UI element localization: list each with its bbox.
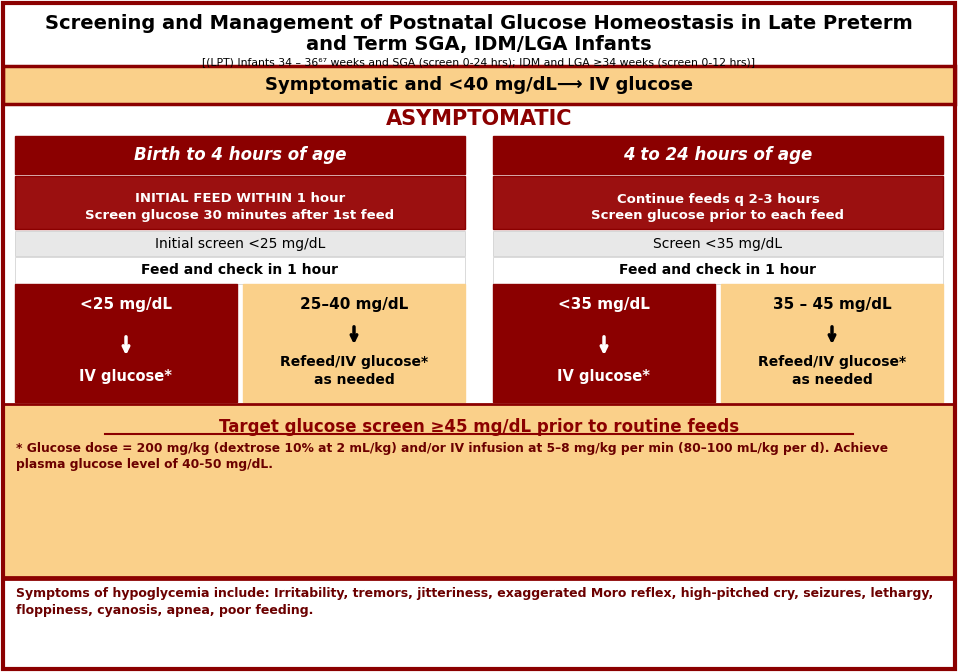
Text: Feed and check in 1 hour: Feed and check in 1 hour (620, 263, 816, 277)
Text: IV glucose*: IV glucose* (80, 368, 172, 384)
FancyBboxPatch shape (3, 579, 955, 669)
Text: <25 mg/dL: <25 mg/dL (80, 296, 172, 312)
Text: IV glucose*: IV glucose* (558, 368, 650, 384)
Text: and Term SGA, IDM/LGA Infants: and Term SGA, IDM/LGA Infants (307, 35, 651, 54)
FancyBboxPatch shape (243, 284, 465, 402)
FancyBboxPatch shape (15, 231, 465, 256)
FancyBboxPatch shape (3, 404, 955, 577)
Text: plasma glucose level of 40-50 mg/dL.: plasma glucose level of 40-50 mg/dL. (16, 458, 273, 471)
Text: Screen glucose 30 minutes after 1st feed: Screen glucose 30 minutes after 1st feed (85, 208, 395, 222)
Text: Symptoms of hypoglycemia include: Irritability, tremors, jitteriness, exaggerate: Symptoms of hypoglycemia include: Irrita… (16, 587, 933, 600)
FancyBboxPatch shape (3, 66, 955, 104)
FancyBboxPatch shape (15, 284, 237, 402)
Text: [(LPT) Infants 34 – 36⁶⁷ weeks and SGA (screen 0-24 hrs); IDM and LGA ≥34 weeks : [(LPT) Infants 34 – 36⁶⁷ weeks and SGA (… (202, 57, 756, 67)
Text: * Glucose dose = 200 mg/kg (dextrose 10% at 2 mL/kg) and/or IV infusion at 5–8 m: * Glucose dose = 200 mg/kg (dextrose 10%… (16, 442, 888, 455)
Text: Refeed/IV glucose*: Refeed/IV glucose* (280, 355, 428, 369)
Text: Birth to 4 hours of age: Birth to 4 hours of age (134, 146, 346, 164)
FancyBboxPatch shape (493, 136, 943, 174)
Text: Refeed/IV glucose*: Refeed/IV glucose* (758, 355, 906, 369)
FancyBboxPatch shape (15, 257, 465, 284)
Text: as needed: as needed (313, 373, 395, 387)
FancyBboxPatch shape (721, 284, 943, 402)
Text: 4 to 24 hours of age: 4 to 24 hours of age (624, 146, 812, 164)
Text: Screening and Management of Postnatal Glucose Homeostasis in Late Preterm: Screening and Management of Postnatal Gl… (45, 14, 913, 33)
Text: ASYMPTOMATIC: ASYMPTOMATIC (386, 109, 572, 129)
Text: Initial screen <25 mg/dL: Initial screen <25 mg/dL (155, 237, 325, 251)
FancyBboxPatch shape (493, 176, 943, 229)
Text: INITIAL FEED WITHIN 1 hour: INITIAL FEED WITHIN 1 hour (135, 192, 345, 206)
Text: Symptomatic and <40 mg/dL⟶ IV glucose: Symptomatic and <40 mg/dL⟶ IV glucose (265, 76, 693, 94)
FancyBboxPatch shape (493, 257, 943, 284)
Text: Target glucose screen ≥45 mg/dL prior to routine feeds: Target glucose screen ≥45 mg/dL prior to… (219, 418, 739, 436)
FancyBboxPatch shape (15, 136, 465, 174)
Text: Screen glucose prior to each feed: Screen glucose prior to each feed (591, 208, 845, 222)
Text: 25–40 mg/dL: 25–40 mg/dL (300, 296, 408, 312)
Text: floppiness, cyanosis, apnea, poor feeding.: floppiness, cyanosis, apnea, poor feedin… (16, 604, 313, 617)
FancyBboxPatch shape (15, 176, 465, 229)
Text: Feed and check in 1 hour: Feed and check in 1 hour (142, 263, 338, 277)
FancyBboxPatch shape (493, 231, 943, 256)
Text: <35 mg/dL: <35 mg/dL (559, 296, 650, 312)
FancyBboxPatch shape (493, 284, 715, 402)
Text: 35 – 45 mg/dL: 35 – 45 mg/dL (773, 296, 891, 312)
Text: Continue feeds q 2-3 hours: Continue feeds q 2-3 hours (617, 192, 819, 206)
Text: as needed: as needed (791, 373, 873, 387)
Text: Screen <35 mg/dL: Screen <35 mg/dL (653, 237, 783, 251)
